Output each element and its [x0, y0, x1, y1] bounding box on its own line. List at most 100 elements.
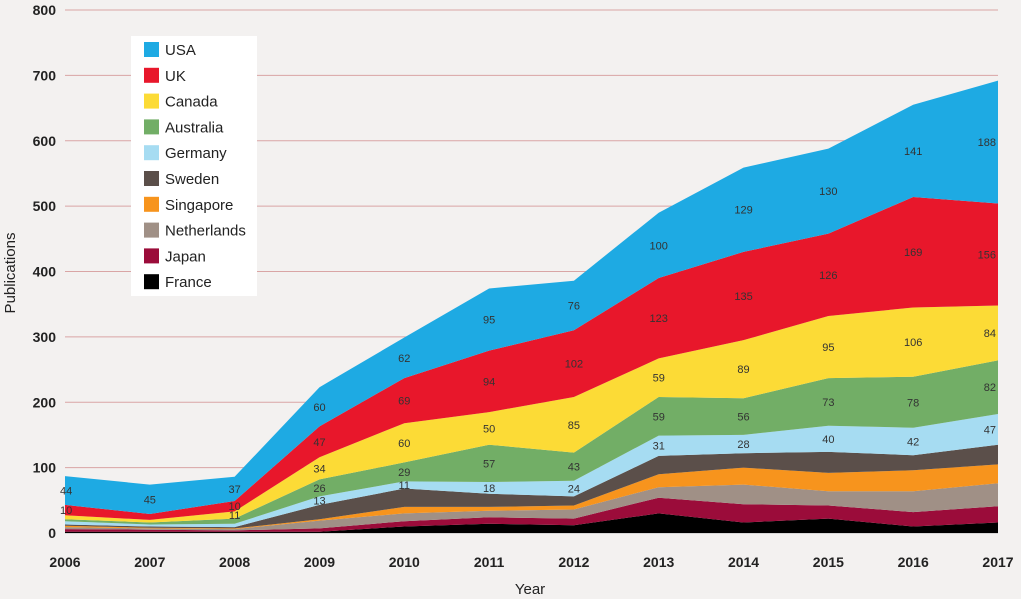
legend-label-germany: Germany [165, 145, 227, 162]
data-label-canada-2017: 84 [984, 328, 996, 340]
data-label-usa-2013: 100 [650, 240, 668, 252]
x-tick-label-2015: 2015 [813, 554, 844, 570]
data-label-germany-2013: 31 [653, 441, 665, 453]
legend-swatch-sweden [144, 171, 159, 186]
area-japan [65, 497, 998, 532]
data-label-germany-2015: 40 [822, 434, 834, 446]
data-label-usa-2016: 141 [904, 146, 922, 158]
x-tick-label-2007: 2007 [134, 554, 165, 570]
data-label-uk-2009: 47 [313, 437, 325, 449]
data-label-uk-2014: 135 [734, 291, 752, 303]
data-label-canada-2008: 11 [229, 510, 240, 522]
data-label-germany-2014: 28 [737, 439, 749, 451]
data-label-uk-2017: 156 [978, 250, 996, 262]
data-label-australia-2014: 56 [737, 412, 749, 424]
area-usa [65, 80, 998, 514]
area-australia [65, 360, 998, 525]
data-label-australia-2015: 73 [822, 397, 834, 409]
data-labels: 44 45 37 60 62 95 76 100 129 130 141 188 10 10 47 69 94 1… [60, 137, 996, 522]
data-label-canada-2013: 59 [653, 373, 665, 385]
legend-label-japan: Japan [165, 248, 206, 265]
area-singapore [65, 464, 998, 530]
data-label-uk-2010: 69 [398, 396, 410, 408]
area-netherlands [65, 483, 998, 531]
legend-label-sweden: Sweden [165, 171, 219, 188]
x-axis: 2006 2007 2008 2009 2010 2011 2012 2013 2014 2015… [49, 554, 1013, 570]
x-tick-label-2016: 2016 [898, 554, 929, 570]
data-label-uk-2012: 102 [565, 359, 583, 371]
data-label-usa-2012: 76 [568, 300, 580, 312]
data-label-germany-2010: 11 [399, 480, 410, 492]
legend-swatch-canada [144, 93, 159, 109]
data-label-australia-2012: 43 [568, 462, 580, 474]
data-label-canada-2016: 106 [904, 337, 922, 349]
data-label-australia-2013: 59 [653, 411, 665, 423]
data-label-germany-2009: 13 [313, 496, 325, 508]
data-label-canada-2009: 34 [313, 463, 325, 475]
legend-swatch-singapore [144, 196, 159, 212]
legend-label-canada: Canada [165, 94, 218, 111]
data-label-uk-2015: 126 [819, 270, 837, 282]
y-tick-label: 200 [33, 394, 57, 410]
data-label-usa-2011: 95 [483, 315, 495, 327]
data-label-canada-2014: 89 [737, 364, 749, 376]
x-tick-label-2011: 2011 [474, 554, 505, 570]
y-tick-label: 500 [33, 198, 57, 214]
y-tick-label: 600 [33, 133, 57, 149]
legend-swatch-france [144, 274, 159, 290]
data-label-usa-2010: 62 [398, 353, 410, 365]
data-label-australia-2010: 29 [398, 467, 410, 479]
x-tick-label-2010: 2010 [389, 554, 420, 570]
legend-swatch-germany [144, 145, 159, 161]
data-label-usa-2015: 130 [819, 186, 837, 198]
data-label-germany-2011: 18 [483, 483, 495, 495]
data-label-usa-2009: 60 [313, 402, 325, 414]
data-label-canada-2012: 85 [568, 420, 580, 432]
legend-swatch-netherlands [144, 222, 159, 238]
y-tick-label: 0 [48, 525, 56, 541]
legend-swatch-usa [144, 42, 159, 57]
data-label-canada-2015: 95 [822, 342, 834, 354]
data-label-australia-2009: 26 [313, 483, 325, 495]
area-germany [65, 414, 998, 528]
legend-label-singapore: Singapore [165, 197, 233, 214]
data-label-australia-2017: 82 [984, 382, 996, 394]
x-tick-label-2009: 2009 [304, 554, 335, 570]
data-label-australia-2011: 57 [483, 458, 495, 470]
x-tick-label-2014: 2014 [728, 554, 759, 570]
data-label-australia-2016: 78 [907, 397, 919, 409]
area-sweden [65, 444, 998, 529]
y-tick-label: 700 [33, 67, 57, 83]
data-label-canada-2011: 50 [483, 423, 495, 435]
legend-swatch-japan [144, 248, 159, 264]
legend-label-france: France [165, 274, 212, 291]
data-label-usa-2014: 129 [734, 205, 752, 217]
data-label-uk-2016: 169 [904, 247, 922, 259]
y-axis-title: Publications [2, 233, 19, 314]
x-tick-label-2008: 2008 [219, 554, 250, 570]
data-label-usa-2008: 37 [229, 484, 241, 496]
area-canada [65, 305, 998, 523]
x-axis-title: Year [515, 581, 545, 598]
data-label-usa-2006: 44 [60, 486, 72, 498]
legend-label-uk: UK [165, 68, 186, 85]
data-label-usa-2017: 188 [978, 137, 996, 149]
x-tick-label-2017: 2017 [982, 554, 1013, 570]
y-tick-label: 800 [33, 2, 57, 18]
legend-label-usa: USA [165, 42, 196, 59]
x-tick-label-2012: 2012 [558, 554, 589, 570]
data-label-uk-2006: 10 [60, 505, 72, 517]
legend-swatch-australia [144, 119, 159, 135]
data-label-germany-2012: 24 [568, 484, 580, 496]
area-uk [65, 197, 998, 520]
x-tick-label-2013: 2013 [643, 554, 674, 570]
y-tick-label: 300 [33, 329, 57, 345]
data-label-germany-2017: 47 [984, 424, 996, 436]
legend-label-australia: Australia [165, 119, 224, 136]
data-label-usa-2007: 45 [144, 494, 156, 506]
data-label-germany-2016: 42 [907, 436, 919, 448]
legend-swatch-uk [144, 67, 159, 83]
y-axis: 0 100 200 300 400 500 600 700 800 [33, 2, 57, 541]
x-tick-label-2006: 2006 [49, 554, 80, 570]
